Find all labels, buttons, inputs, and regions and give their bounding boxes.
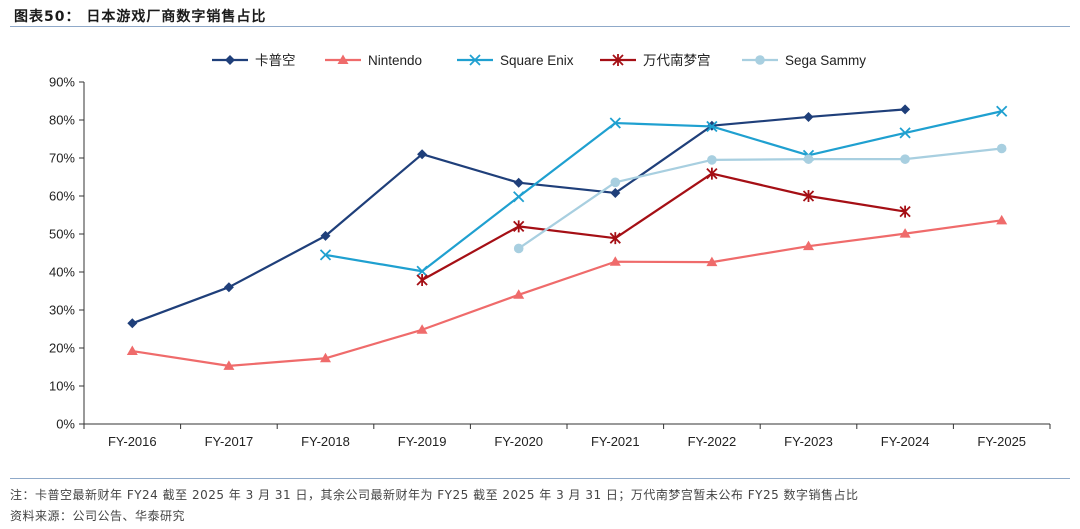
x-tick-label: FY-2017: [205, 434, 254, 449]
legend-label: Nintendo: [368, 53, 422, 68]
series-2: [319, 105, 1008, 277]
data-point: [609, 232, 621, 245]
data-point: [755, 55, 765, 65]
data-point: [513, 243, 524, 254]
footer-divider: [10, 478, 1070, 479]
source-note: 资料来源：公司公告、华泰研究: [10, 509, 186, 523]
data-point: [900, 154, 910, 164]
x-tick-label: FY-2019: [398, 434, 447, 449]
data-point: [899, 127, 911, 139]
data-point: [707, 155, 717, 165]
y-tick-label: 90%: [49, 75, 75, 90]
y-tick-label: 80%: [49, 113, 75, 128]
series-1: [126, 214, 1008, 370]
data-point: [223, 282, 234, 293]
page-title: 图表50： 日本游戏厂商数字销售占比: [14, 9, 267, 25]
data-point: [416, 273, 428, 286]
data-point: [803, 154, 814, 164]
chart-plot-area: [126, 104, 1008, 370]
data-point: [416, 265, 428, 277]
chart-axes: 0% 10% 20% 30% 40% 50% 60% 70% 80% 90% FY-2016 FY-2…: [49, 75, 1051, 449]
data-point: [319, 249, 332, 261]
data-point: [469, 54, 481, 66]
y-tick-label: 30%: [49, 303, 75, 318]
data-point: [513, 191, 525, 203]
data-point: [513, 289, 525, 299]
data-point: [899, 205, 911, 218]
data-point: [706, 120, 718, 133]
data-point: [803, 240, 814, 251]
footnote: 注：卡普空最新财年 FY24 截至 2025 年 3 月 31 日，其余公司最新…: [10, 488, 859, 502]
legend-label: 万代南梦宫: [643, 53, 711, 68]
y-tick-label: 70%: [49, 151, 75, 166]
data-point: [320, 352, 331, 363]
data-point: [127, 318, 138, 329]
chart-legend: 卡普空 Nintendo Square Enix 万代南梦宫 Sega Sammy: [212, 53, 866, 68]
legend-item: Square Enix: [457, 53, 574, 68]
data-point: [126, 345, 138, 356]
title-bar: 图表50： 日本游戏厂商数字销售占比: [10, 4, 1070, 27]
data-point: [416, 324, 428, 334]
data-point: [609, 256, 621, 266]
data-point: [899, 228, 911, 238]
data-point: [320, 230, 331, 241]
legend-label: 卡普空: [255, 53, 296, 68]
data-point: [900, 104, 911, 115]
series-0: [127, 104, 911, 329]
x-tick-label: FY-2016: [108, 434, 157, 449]
y-tick-label: 10%: [49, 379, 75, 394]
series-line: [325, 110, 1002, 273]
data-point: [706, 256, 718, 267]
legend-item: 万代南梦宫: [600, 53, 711, 68]
data-point: [803, 111, 814, 122]
legend-label: Square Enix: [500, 53, 574, 68]
y-tick-label: 60%: [49, 189, 75, 204]
x-tick-label: FY-2023: [784, 434, 833, 449]
y-tick-label: 0%: [56, 417, 75, 432]
data-point: [612, 54, 624, 66]
data-point: [610, 187, 621, 198]
series-line: [132, 219, 1002, 367]
data-point: [706, 167, 718, 180]
data-point: [513, 220, 525, 233]
y-tick-label: 40%: [49, 265, 75, 280]
x-tick-label: FY-2021: [591, 434, 640, 449]
data-point: [513, 177, 524, 188]
legend-item: Sega Sammy: [742, 53, 866, 68]
series-line: [518, 147, 1002, 250]
x-tick-label: FY-2020: [494, 434, 543, 449]
data-point: [802, 190, 815, 202]
line-chart: 0% 10% 20% 30% 40% 50% 60% 70% 80% 90% FY-2016 FY-2…: [49, 53, 1051, 449]
data-point: [610, 177, 621, 188]
legend-label: Sega Sammy: [785, 53, 866, 68]
data-point: [337, 54, 349, 64]
series-3: [416, 167, 911, 286]
data-point: [996, 105, 1008, 117]
series-4: [513, 143, 1007, 254]
x-tick-label: FY-2024: [881, 434, 930, 449]
legend-item: Nintendo: [325, 53, 422, 68]
legend-item: 卡普空: [212, 53, 296, 68]
data-point: [996, 214, 1008, 225]
series-line: [421, 172, 906, 281]
x-tick-label: FY-2018: [301, 434, 350, 449]
y-tick-label: 20%: [49, 341, 75, 356]
data-point: [996, 143, 1007, 154]
data-point: [223, 360, 235, 370]
y-tick-label: 50%: [49, 227, 75, 242]
data-point: [417, 149, 428, 160]
x-tick-label: FY-2025: [977, 434, 1026, 449]
x-tick-label: FY-2022: [688, 434, 737, 449]
data-point: [609, 117, 621, 129]
data-point: [225, 55, 235, 65]
